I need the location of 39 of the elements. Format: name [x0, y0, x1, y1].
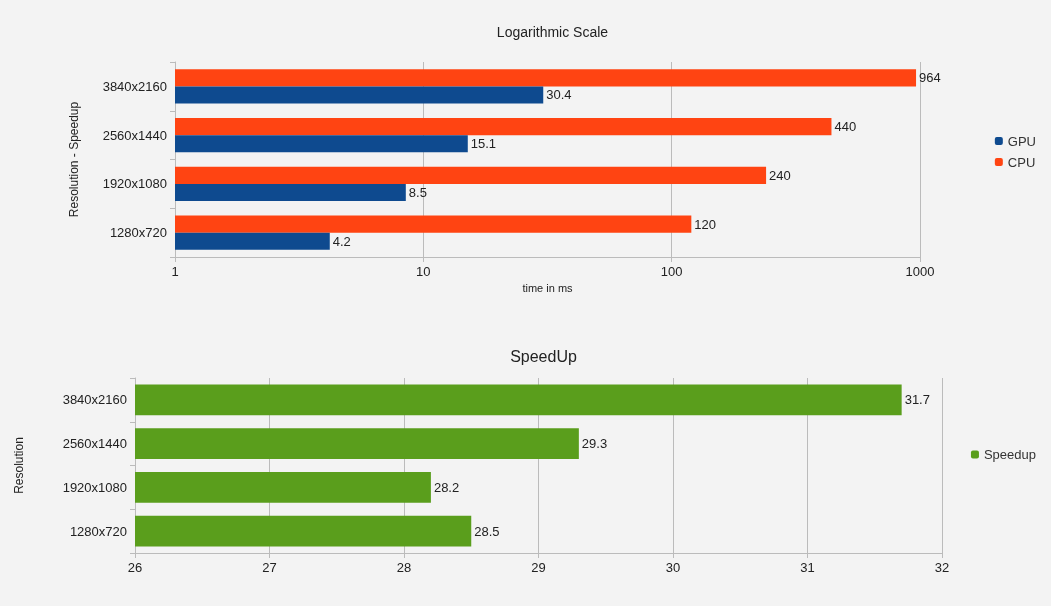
y-tick-label: 2560x1440: [102, 127, 167, 143]
data-label: 120: [694, 216, 717, 232]
y-axis-title: Resolution: [12, 437, 26, 494]
data-label: 31.7: [904, 392, 930, 408]
y-tick-label: 3840x2160: [102, 78, 167, 94]
data-label: 30.4: [546, 87, 572, 103]
x-tick-label: 26: [127, 560, 143, 575]
x-tick-label: 32: [934, 560, 950, 575]
x-tick-label: 28: [396, 560, 412, 575]
data-label: 440: [834, 119, 857, 135]
legend-label: Speedup: [983, 447, 1037, 462]
legend-label: CPU: [1007, 154, 1036, 170]
y-axis-title: Resolution - Speedup: [67, 101, 81, 218]
data-label: 15.1: [470, 136, 497, 152]
chart-title: SpeedUp: [510, 347, 577, 365]
x-tick-label: 100: [660, 264, 683, 279]
data-label: 964: [919, 70, 941, 86]
x-tick-label: 27: [262, 560, 277, 575]
y-tick-label: 1920x1080: [102, 176, 167, 192]
x-tick-label: 31: [800, 560, 815, 575]
data-label: 28.2: [433, 479, 460, 495]
x-axis-title: time in ms: [522, 282, 574, 295]
x-tick-label: 29: [531, 560, 546, 575]
data-label: 4.2: [332, 233, 351, 249]
y-tick-label: 2560x1440: [62, 436, 127, 452]
y-tick-label: 3840x2160: [62, 392, 127, 408]
x-tick-label: 30: [665, 560, 681, 575]
data-label: 28.5: [474, 523, 500, 539]
x-tick-label: 1: [171, 264, 179, 279]
y-tick-label: 1280x720: [109, 225, 167, 241]
x-tick-label: 10: [416, 264, 431, 279]
y-tick-label: 1920x1080: [62, 479, 127, 495]
data-label: 8.5: [408, 184, 427, 200]
data-label: 240: [769, 167, 791, 183]
data-label: 29.3: [581, 436, 608, 452]
x-tick-label: 1000: [905, 264, 935, 279]
y-tick-label: 1280x720: [69, 523, 127, 539]
chart-title: Logarithmic Scale: [496, 24, 609, 40]
legend-label: GPU: [1007, 133, 1036, 149]
